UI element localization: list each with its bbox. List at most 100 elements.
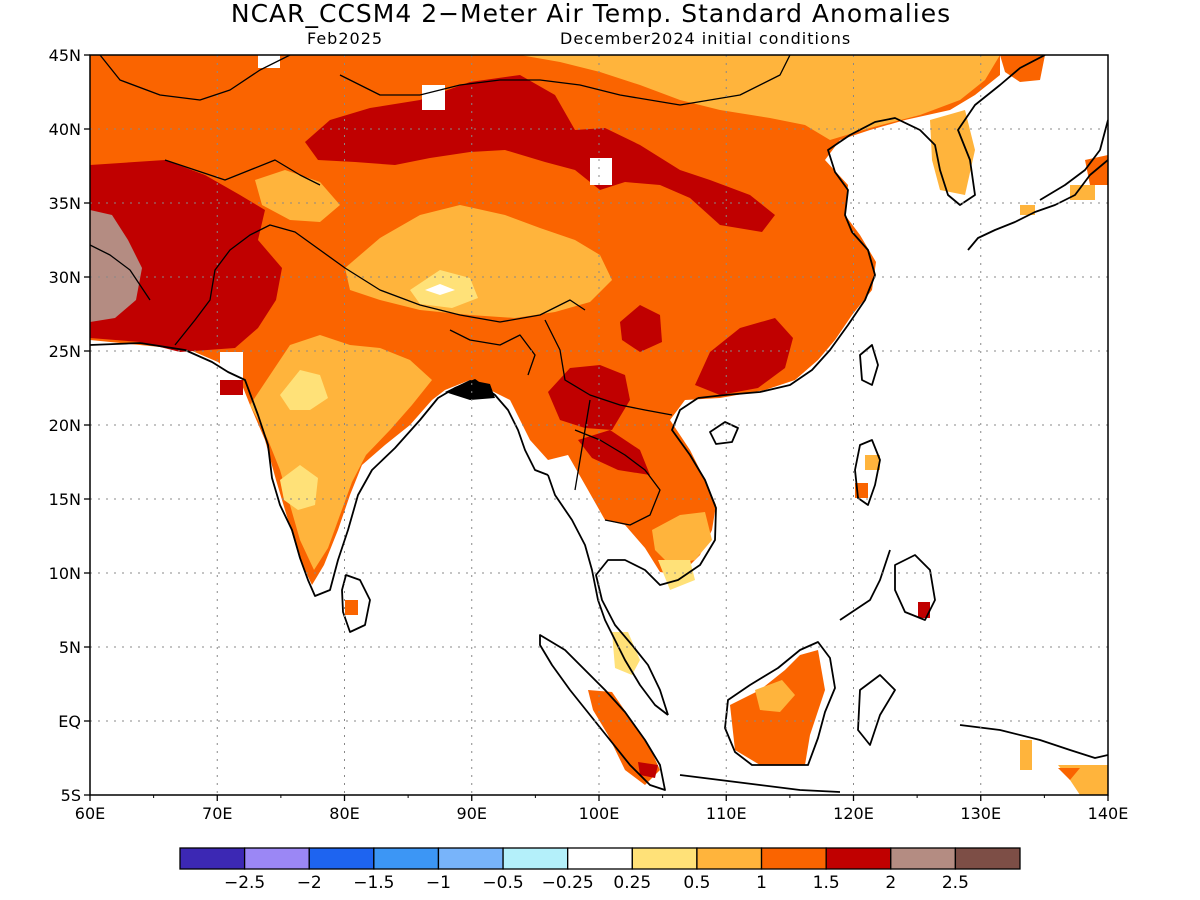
- coastline: [679, 774, 841, 793]
- colorbar-label: −1.5: [353, 873, 394, 893]
- anomaly-region: [588, 690, 660, 785]
- coastline: [839, 549, 891, 621]
- anomaly-region: [638, 762, 658, 778]
- anomaly-region: [258, 55, 280, 68]
- colorbar-swatch: [954, 847, 1021, 870]
- y-tick-label: 35N: [49, 194, 81, 213]
- anomaly-region: [1058, 768, 1080, 780]
- border: [339, 55, 791, 106]
- x-tick-label: 110E: [706, 804, 747, 823]
- anomaly-region: [305, 75, 775, 232]
- anomaly-region: [220, 380, 243, 395]
- y-tick-label: 5N: [59, 638, 81, 657]
- coastline: [595, 397, 717, 716]
- colorbar-swatch: [502, 847, 569, 870]
- y-tick-label: 5S: [61, 786, 81, 805]
- anomaly-region: [612, 632, 640, 675]
- coastline: [90, 342, 549, 597]
- coastline: [445, 380, 495, 400]
- colorbar-label: 1: [756, 873, 767, 893]
- x-tick-label: 60E: [75, 804, 105, 823]
- border: [574, 429, 661, 526]
- anomaly-region: [425, 284, 455, 295]
- anomaly-region: [620, 305, 662, 352]
- coastline: [857, 674, 896, 746]
- colorbar-swatch: [631, 847, 698, 870]
- coastline: [539, 634, 666, 791]
- coastline: [859, 344, 879, 386]
- colorbar-label: 2.5: [942, 873, 969, 893]
- coastline: [341, 574, 371, 633]
- anomaly-region: [548, 365, 630, 430]
- anomaly-region: [250, 335, 432, 570]
- anomaly-region: [255, 170, 340, 222]
- colorbar-swatch: [373, 847, 440, 870]
- colorbar-swatch: [179, 847, 246, 870]
- y-tick-label: EQ: [58, 712, 81, 731]
- anomaly-region: [1020, 740, 1032, 770]
- border: [99, 55, 291, 101]
- coastline: [854, 439, 881, 506]
- colorbar-swatch: [308, 847, 375, 870]
- anomaly-region: [90, 160, 282, 352]
- anomaly-region: [1020, 205, 1035, 215]
- colorbar-label: −2: [297, 873, 322, 893]
- anomaly-region: [755, 680, 795, 712]
- x-tick-label: 90E: [457, 804, 487, 823]
- colorbar-label: −0.25: [542, 873, 594, 893]
- anomaly-region: [590, 158, 612, 185]
- national-borders: [90, 55, 791, 526]
- border: [544, 319, 673, 416]
- y-tick-label: 25N: [49, 342, 81, 361]
- border: [574, 399, 591, 491]
- y-tick-label: 20N: [49, 416, 81, 435]
- colorbar-swatch: [243, 847, 310, 870]
- colorbar-swatch: [437, 847, 504, 870]
- colorbar-label: 0.5: [683, 873, 710, 893]
- map-grid: [90, 55, 1108, 795]
- border: [174, 224, 586, 346]
- x-tick-label: 70E: [202, 804, 232, 823]
- colorbar-label: 1.5: [813, 873, 840, 893]
- coastline: [967, 159, 1108, 251]
- coastline: [1039, 119, 1108, 201]
- colorbar-swatch: [567, 847, 633, 870]
- x-tick-label: 130E: [960, 804, 1001, 823]
- coastline: [697, 55, 1046, 399]
- border: [164, 159, 321, 186]
- y-tick-label: 40N: [49, 120, 81, 139]
- y-tick-label: 15N: [49, 490, 81, 509]
- anomaly-region: [652, 512, 712, 565]
- anomaly-region: [422, 85, 445, 110]
- colorbar-label: −2.5: [224, 873, 265, 893]
- anomaly-region: [280, 465, 318, 510]
- y-tick-label: 30N: [49, 268, 81, 287]
- x-axis: 60E 70E 80E 90E 100E 110E 120E 130E 140E: [75, 795, 1129, 823]
- map-title: NCAR_CCSM4 2−Meter Air Temp. Standard An…: [230, 0, 952, 28]
- colorbar: −2.5 −2 −1.5 −1 −0.5 −0.25 0.25 0.5 1 1.5 2 2.5: [179, 847, 1021, 893]
- coastlines: [90, 55, 1108, 793]
- forecast-month: Feb2025: [307, 29, 384, 48]
- anomaly-region: [90, 210, 142, 322]
- x-tick-label: 100E: [579, 804, 620, 823]
- y-tick-label: 10N: [49, 564, 81, 583]
- border: [449, 329, 536, 376]
- anomaly-region: [578, 430, 650, 475]
- anomaly-region: [220, 352, 243, 380]
- x-tick-label: 120E: [833, 804, 874, 823]
- colorbar-swatch: [825, 847, 892, 870]
- x-tick-label: 140E: [1088, 804, 1129, 823]
- colorbar-label: 2: [885, 873, 896, 893]
- colorbar-swatch: [696, 847, 763, 870]
- initial-conditions: December2024 initial conditions: [560, 29, 852, 48]
- anomaly-region: [695, 318, 793, 395]
- border: [90, 244, 151, 301]
- anomaly-region: [1070, 185, 1095, 200]
- y-axis: 45N 40N 35N 30N 25N 20N 15N 10N 5N EQ 5S: [49, 46, 90, 805]
- anomaly-region: [658, 560, 695, 590]
- y-tick-label: 45N: [49, 46, 81, 65]
- coastline: [724, 641, 836, 766]
- colorbar-swatch: [760, 847, 827, 870]
- coastline: [894, 554, 936, 621]
